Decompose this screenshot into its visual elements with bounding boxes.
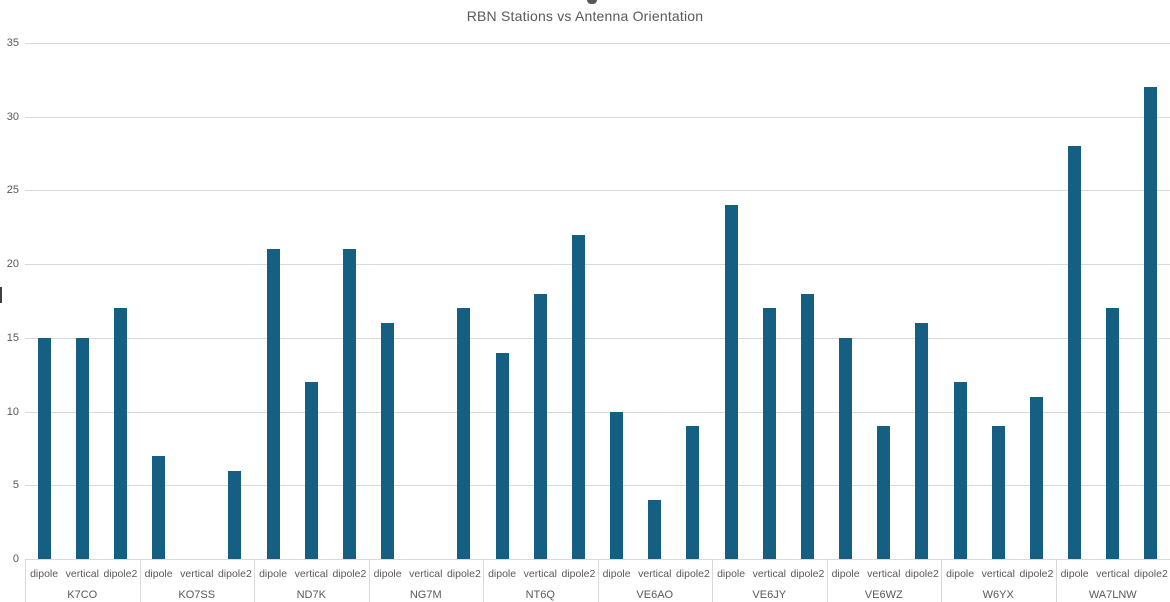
chart-title: RBN Stations vs Antenna Orientation bbox=[466, 8, 704, 24]
orientation-label-VE6WZ-dipole2: dipole2 bbox=[904, 568, 939, 580]
bar-VE6WZ-vertical bbox=[877, 426, 891, 559]
category-divider bbox=[254, 559, 255, 602]
y-axis-label-25: 25 bbox=[6, 184, 19, 197]
bar-K7CO-vertical bbox=[75, 337, 89, 559]
category-divider bbox=[139, 559, 141, 602]
orientation-label-ND7K-vertical: vertical bbox=[294, 568, 328, 580]
bar-WA7LNW-dipole2 bbox=[1144, 87, 1158, 559]
gridline-y25 bbox=[25, 190, 1170, 192]
station-label-VE6WZ: VE6WZ bbox=[864, 589, 903, 601]
category-divider bbox=[826, 559, 828, 602]
y-axis-label-15: 15 bbox=[6, 331, 19, 344]
station-label-W6YX: W6YX bbox=[982, 589, 1014, 601]
orientation-label-VE6AO-dipole2: dipole2 bbox=[675, 568, 710, 580]
gridline-y15 bbox=[25, 337, 1170, 339]
gridline-y30 bbox=[25, 116, 1170, 118]
orientation-label-VE6JY-dipole: dipole bbox=[717, 568, 746, 580]
station-label-VE6AO: VE6AO bbox=[636, 589, 674, 601]
y-axis-label-20: 20 bbox=[6, 258, 19, 271]
bar-WA7LNW-dipole bbox=[1068, 146, 1082, 559]
bar-NG7M-dipole bbox=[381, 323, 395, 559]
station-label-KO7SS: KO7SS bbox=[178, 589, 216, 601]
orientation-label-K7CO-dipole2: dipole2 bbox=[103, 568, 138, 580]
orientation-label-WA7LNW-dipole2: dipole2 bbox=[1133, 568, 1168, 580]
bar-VE6AO-dipole2 bbox=[686, 426, 700, 559]
gridline-y10 bbox=[25, 411, 1170, 413]
bar-VE6JY-dipole2 bbox=[800, 293, 814, 559]
orientation-label-KO7SS-vertical: vertical bbox=[180, 568, 214, 580]
bar-ND7K-dipole bbox=[266, 249, 280, 559]
orientation-label-NT6Q-dipole: dipole bbox=[488, 568, 517, 580]
station-label-NT6Q: NT6Q bbox=[525, 589, 555, 601]
y-axis-label-0: 0 bbox=[12, 553, 19, 565]
gridline-y35 bbox=[25, 43, 1170, 44]
bar-NT6Q-dipole bbox=[495, 352, 509, 559]
orientation-label-NT6Q-vertical: vertical bbox=[523, 568, 557, 580]
bar-VE6WZ-dipole bbox=[839, 337, 853, 559]
bar-KO7SS-dipole bbox=[152, 455, 166, 559]
category-divider bbox=[1055, 559, 1057, 602]
bar-WA7LNW-vertical bbox=[1106, 308, 1120, 559]
station-label-K7CO: K7CO bbox=[67, 589, 98, 601]
orientation-label-VE6WZ-dipole: dipole bbox=[831, 568, 860, 580]
y-axis-label-30: 30 bbox=[6, 110, 19, 123]
bar-ND7K-vertical bbox=[304, 382, 318, 559]
category-divider bbox=[368, 559, 370, 602]
orientation-label-VE6AO-vertical: vertical bbox=[638, 568, 672, 580]
orientation-label-NG7M-dipole: dipole bbox=[373, 568, 402, 580]
orientation-label-ND7K-dipole: dipole bbox=[259, 568, 288, 580]
y-axis-label-5: 5 bbox=[12, 479, 19, 492]
orientation-label-W6YX-dipole2: dipole2 bbox=[1019, 568, 1054, 580]
bar-NT6Q-dipole2 bbox=[571, 234, 585, 559]
bar-NG7M-dipole2 bbox=[457, 308, 471, 559]
orientation-label-WA7LNW-dipole: dipole bbox=[1060, 568, 1089, 580]
station-label-NG7M: NG7M bbox=[409, 589, 442, 601]
gridline-y20 bbox=[25, 264, 1170, 266]
station-label-ND7K: ND7K bbox=[296, 589, 326, 601]
orientation-label-NT6Q-dipole2: dipole2 bbox=[561, 568, 596, 580]
orientation-label-KO7SS-dipole2: dipole2 bbox=[217, 568, 252, 580]
bar-VE6JY-vertical bbox=[762, 308, 776, 559]
bar-W6YX-dipole2 bbox=[1029, 396, 1043, 559]
bar-ND7K-dipole2 bbox=[342, 249, 356, 559]
category-divider bbox=[597, 559, 599, 602]
clipped-text-fragment-left-icon bbox=[0, 287, 2, 303]
orientation-label-VE6JY-dipole2: dipole2 bbox=[790, 568, 825, 580]
bar-VE6JY-dipole bbox=[724, 205, 738, 559]
bar-VE6WZ-dipole2 bbox=[915, 323, 929, 559]
bar-W6YX-dipole bbox=[953, 382, 967, 559]
bar-NT6Q-vertical bbox=[533, 293, 547, 559]
orientation-label-K7CO-dipole: dipole bbox=[30, 568, 59, 580]
y-axis-label-10: 10 bbox=[6, 405, 19, 418]
station-label-WA7LNW: WA7LNW bbox=[1088, 589, 1137, 601]
clipped-text-fragment-top-icon bbox=[587, 0, 597, 4]
orientation-label-ND7K-dipole2: dipole2 bbox=[332, 568, 367, 580]
orientation-label-KO7SS-dipole: dipole bbox=[144, 568, 173, 580]
category-divider bbox=[712, 559, 713, 602]
orientation-label-VE6AO-dipole: dipole bbox=[602, 568, 631, 580]
orientation-label-K7CO-vertical: vertical bbox=[65, 568, 99, 580]
orientation-label-NG7M-dipole2: dipole2 bbox=[446, 568, 481, 580]
category-divider bbox=[25, 559, 26, 602]
gridline-y5 bbox=[25, 485, 1170, 487]
orientation-label-W6YX-vertical: vertical bbox=[981, 568, 1015, 580]
y-axis-label-35: 35 bbox=[6, 37, 19, 49]
orientation-label-VE6JY-vertical: vertical bbox=[752, 568, 786, 580]
bar-K7CO-dipole bbox=[37, 337, 51, 559]
orientation-label-NG7M-vertical: vertical bbox=[409, 568, 443, 580]
station-label-VE6JY: VE6JY bbox=[752, 589, 787, 601]
category-divider bbox=[941, 559, 942, 602]
orientation-label-W6YX-dipole: dipole bbox=[946, 568, 975, 580]
bar-KO7SS-dipole2 bbox=[228, 470, 242, 559]
orientation-label-WA7LNW-vertical: vertical bbox=[1096, 568, 1130, 580]
bar-K7CO-dipole2 bbox=[113, 308, 127, 559]
bar-VE6AO-vertical bbox=[648, 500, 662, 559]
orientation-label-VE6WZ-vertical: vertical bbox=[867, 568, 901, 580]
category-divider bbox=[483, 559, 484, 602]
bar-W6YX-vertical bbox=[991, 426, 1005, 559]
bar-VE6AO-dipole bbox=[610, 411, 624, 559]
